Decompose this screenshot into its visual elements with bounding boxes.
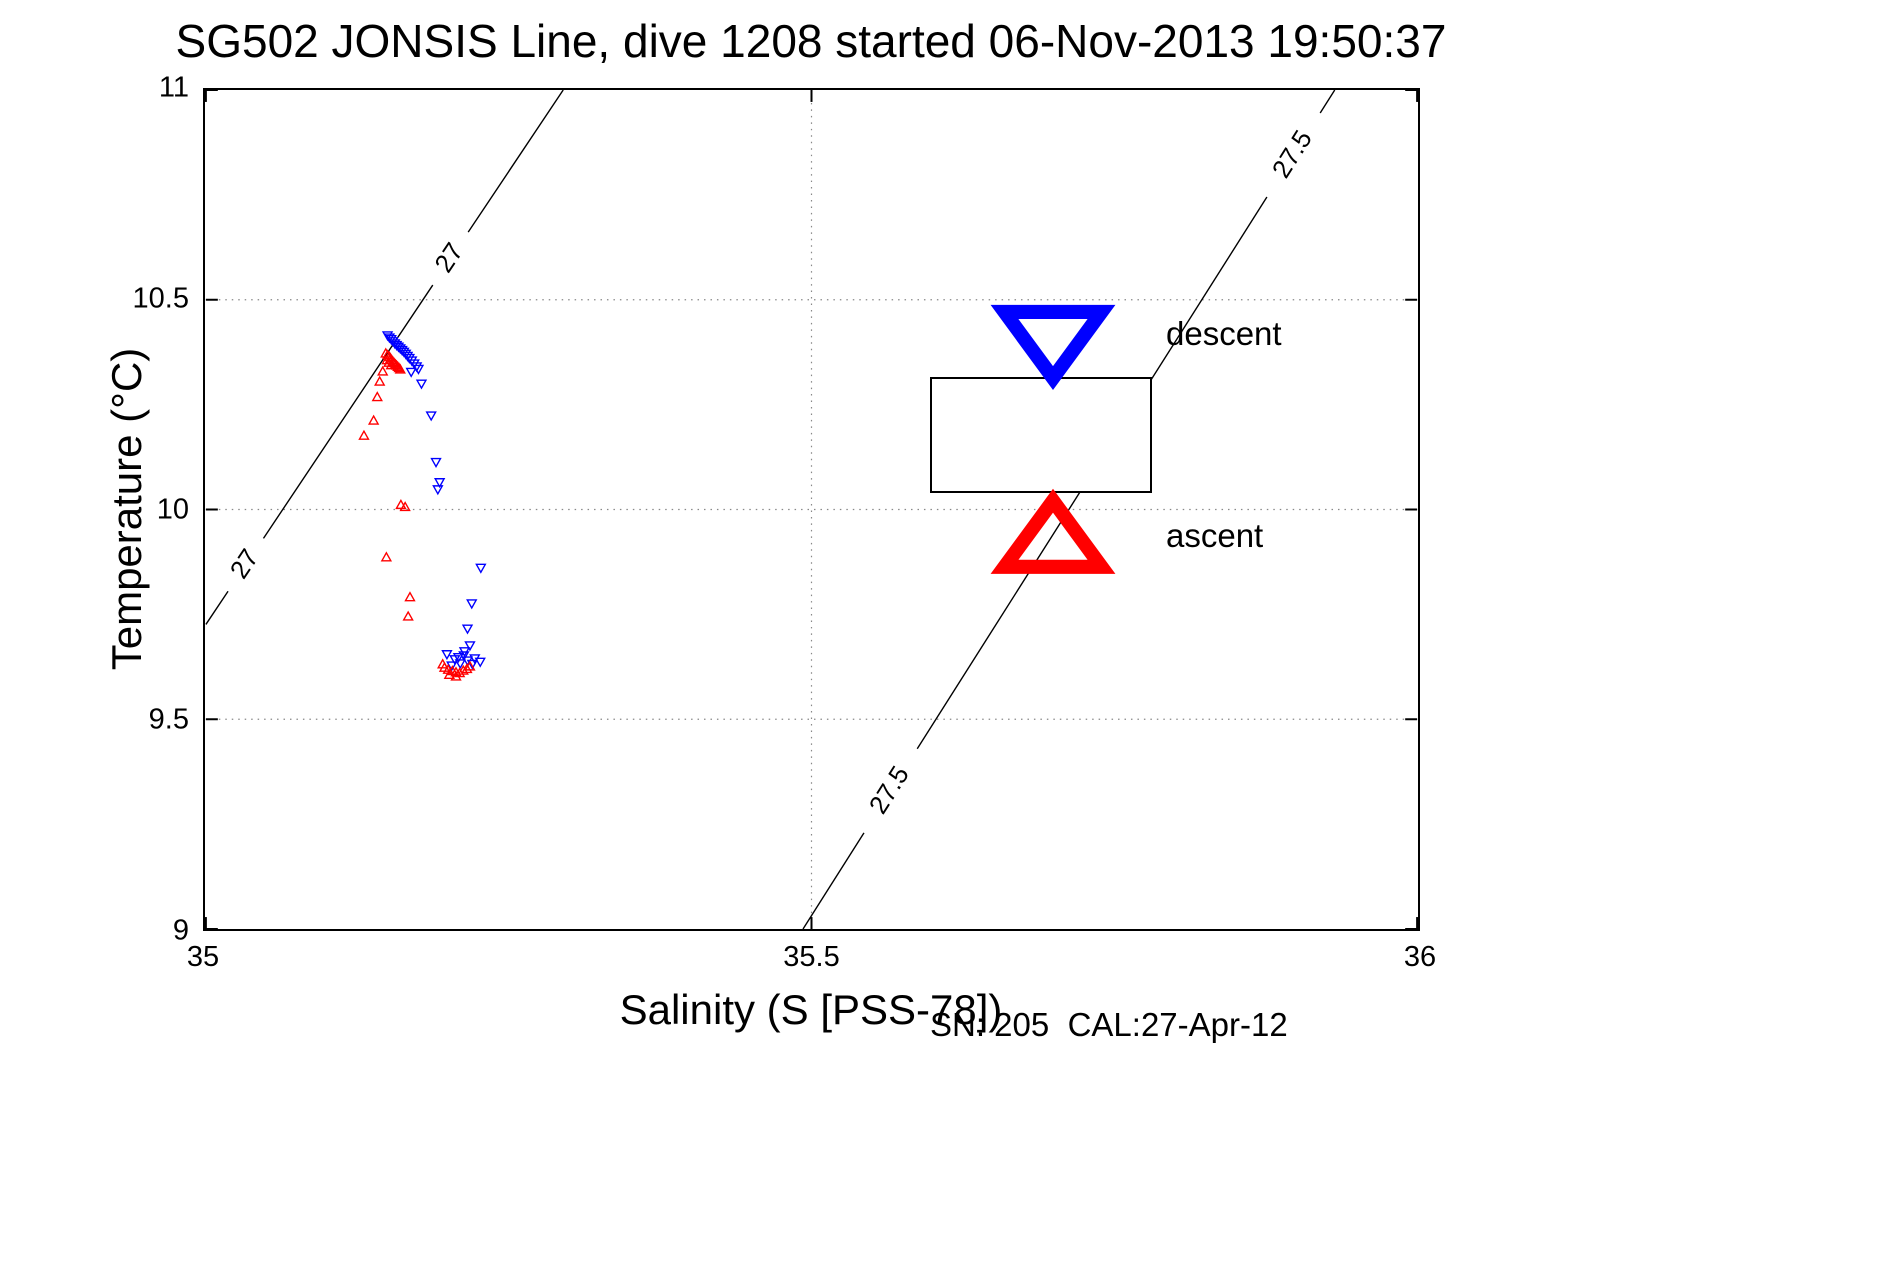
isopycnal-label: 27.5 <box>1267 126 1318 184</box>
descent-marker <box>430 457 442 468</box>
ascent-marker <box>394 363 406 374</box>
descent-marker <box>475 563 487 574</box>
descent-marker <box>446 661 458 672</box>
y-tick-label: 9.5 <box>148 703 189 736</box>
triangle-up-icon <box>990 488 1116 574</box>
ascent-marker <box>371 391 383 402</box>
descent-marker <box>452 652 465 664</box>
ascent-marker <box>450 670 462 681</box>
y-tick-label: 11 <box>158 71 189 104</box>
ascent-marker <box>402 610 414 621</box>
y-axis-label: Temperature (°C) <box>103 347 150 671</box>
x-tick-label: 35.5 <box>783 941 840 973</box>
isopycnal-line <box>802 832 865 929</box>
y-tick-label: 10 <box>156 493 189 525</box>
legend-label-descent: descent <box>1166 315 1282 352</box>
ascent-marker <box>367 414 380 425</box>
descent-marker <box>433 478 446 489</box>
isopycnal-line <box>467 90 564 233</box>
descent-marker <box>464 641 476 652</box>
sn-cal-annotation: SN: 205 CAL:27-Apr-12 <box>930 1006 1288 1043</box>
ascent-marker <box>399 501 411 512</box>
y-tick-label: 10.5 <box>132 282 189 315</box>
isopycnal-label: 27 <box>225 544 264 583</box>
ascent-marker <box>461 663 473 674</box>
ascent-marker <box>404 591 416 602</box>
legend: descent ascent <box>930 304 1282 574</box>
descent-marker <box>474 657 486 668</box>
descent-marker <box>461 624 474 635</box>
isopycnal-line <box>262 284 434 539</box>
plot-area: 27 27 27.5 27.5 descent ascent <box>203 88 1420 931</box>
descent-marker <box>458 647 471 658</box>
descent-marker <box>454 659 466 670</box>
isopycnal-line <box>205 590 229 625</box>
ascent-marker <box>380 551 393 562</box>
descent-marker <box>441 650 453 661</box>
descent-marker <box>432 485 444 496</box>
ascent-marker <box>385 359 397 370</box>
ascent-marker <box>358 429 370 440</box>
x-tick-label: 36 <box>1403 941 1437 973</box>
y-tick-label: 9 <box>172 914 189 947</box>
x-tick-label: 35 <box>186 941 220 973</box>
descent-marker <box>466 659 479 670</box>
figure-title: SG502 JONSIS Line, dive 1208 started 06-… <box>175 15 1447 67</box>
ascent-marker <box>437 658 449 669</box>
descent-marker <box>403 353 416 364</box>
triangle-down-icon <box>990 304 1116 391</box>
isopycnal-label: 27.5 <box>864 761 915 819</box>
isopycnal-label: 27 <box>430 238 469 277</box>
descent-marker <box>466 599 478 610</box>
ascent-marker <box>395 498 407 510</box>
descent-marker <box>412 364 425 375</box>
plot-canvas: 27 27 27.5 27.5 <box>205 90 1418 929</box>
descent-marker <box>405 367 417 378</box>
legend-label-ascent: ascent <box>1166 517 1264 554</box>
legend-item-ascent: ascent <box>956 439 1263 633</box>
descent-marker <box>425 411 437 422</box>
descent-marker <box>415 379 428 390</box>
legend-item-descent: descent <box>956 237 1282 431</box>
x-axis-label: Salinity (S [PSS-78]) <box>619 986 1003 1033</box>
ascent-marker <box>377 365 389 376</box>
ascent-marker <box>443 668 456 679</box>
isopycnal-line <box>1319 90 1336 114</box>
ascent-marker <box>464 660 476 671</box>
ascent-marker <box>374 375 386 386</box>
